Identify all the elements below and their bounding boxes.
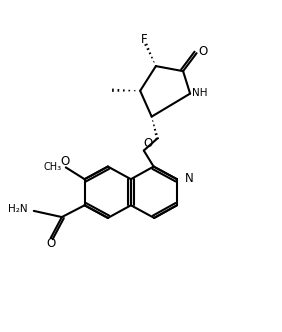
Text: O: O [144,137,153,150]
Text: CH₃: CH₃ [43,162,61,172]
Text: O: O [47,237,56,250]
Text: O: O [60,155,70,168]
Text: NH: NH [192,88,208,98]
Text: H₂N: H₂N [8,205,28,214]
Text: O: O [198,45,207,58]
Text: F: F [141,33,148,46]
Text: N: N [184,172,193,185]
